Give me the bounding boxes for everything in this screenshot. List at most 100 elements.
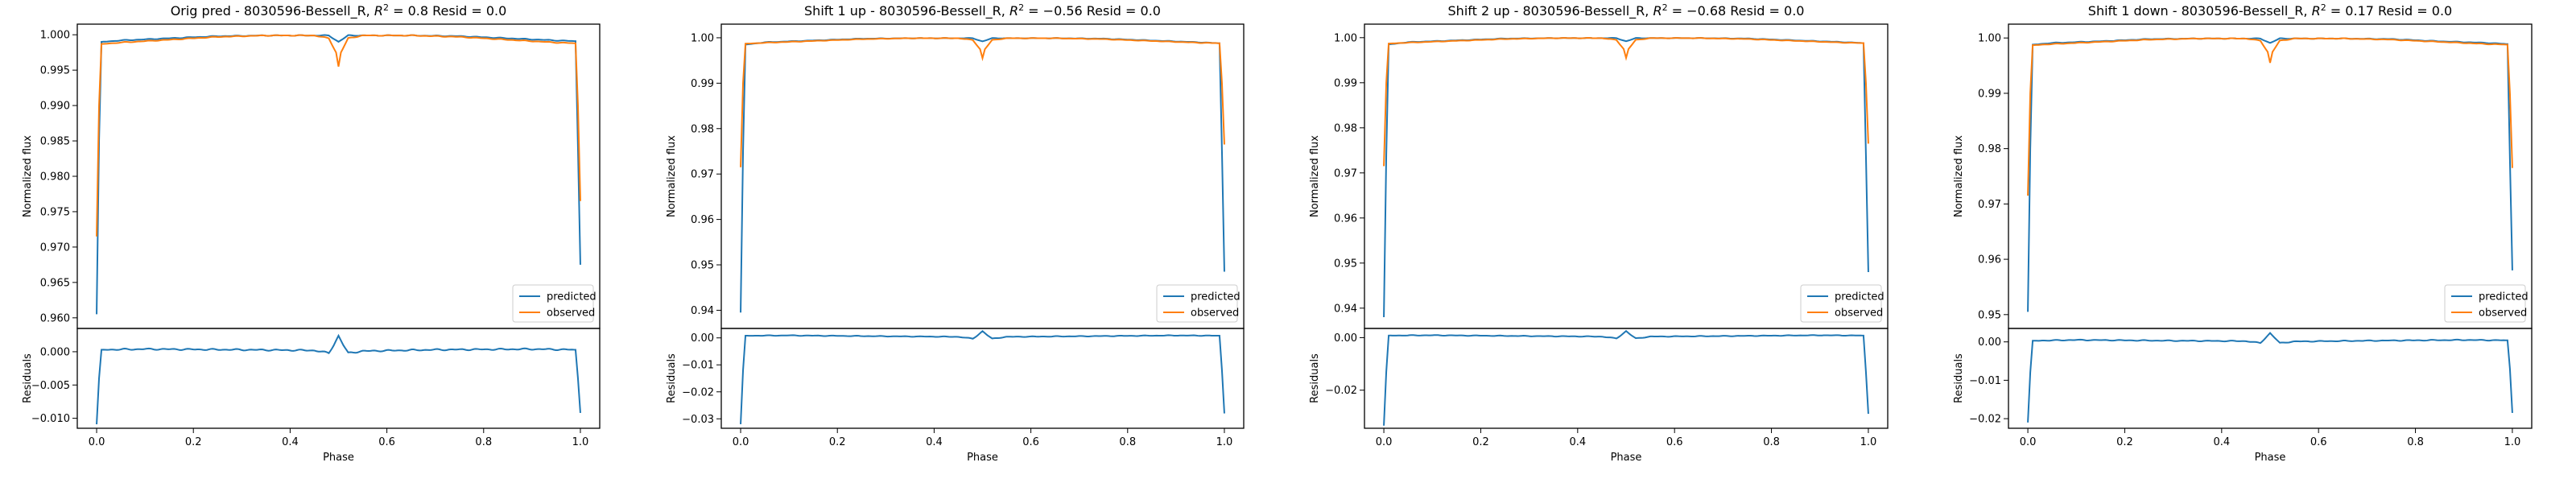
xtick-label: 0.8 [1763, 436, 1780, 448]
bottom-ytick-label: −0.02 [1325, 385, 1357, 397]
series-residuals-line [2027, 332, 2513, 423]
xtick-label: 0.2 [1472, 436, 1489, 448]
top-ytick-label: 0.97 [1334, 167, 1357, 180]
xtick-label: 0.0 [1376, 436, 1393, 448]
series-residuals-line [96, 333, 581, 425]
legend-label-observed: observed [1835, 308, 1883, 320]
top-ytick-label: 0.99 [1334, 77, 1357, 89]
xtick-label: 0.0 [89, 436, 105, 448]
top-ytick-label: 0.95 [1334, 258, 1357, 270]
series-residuals-line [740, 329, 1225, 425]
top-axes-frame [76, 23, 601, 329]
xtick-label: 1.0 [572, 436, 589, 448]
top-ytick-label: 0.980 [40, 171, 70, 184]
bottom-axes-frame [2008, 328, 2533, 429]
legend-label-predicted: predicted [547, 291, 597, 303]
y-axis-label-residuals: Residuals [666, 353, 678, 403]
series-predicted-line [740, 37, 1225, 313]
top-ytick-label: 0.98 [691, 123, 714, 135]
xtick-label: 0.4 [1569, 436, 1586, 448]
legend-label-predicted: predicted [1835, 291, 1885, 303]
bottom-ytick-label: 0.00 [691, 332, 714, 345]
xtick-label: 1.0 [1216, 436, 1233, 448]
chart-title-3: Shift 2 up - 8030596-Bessell_R, R2 = −0.… [1448, 2, 1805, 19]
xtick-label: 0.8 [2407, 436, 2424, 448]
legend-label-predicted: predicted [2479, 291, 2529, 303]
legend-label-observed: observed [547, 308, 595, 320]
top-ytick-label: 0.965 [40, 277, 70, 289]
bottom-axes-frame [1364, 328, 1889, 429]
top-ytick-label: 0.96 [691, 214, 714, 226]
legend-label-predicted: predicted [1191, 291, 1241, 303]
top-ytick-label: 0.985 [40, 136, 70, 148]
bottom-ytick-label: −0.03 [682, 414, 714, 426]
xtick-label: 0.0 [733, 436, 749, 448]
bottom-ytick-label: −0.01 [682, 360, 714, 372]
chart-title-1: Orig pred - 8030596-Bessell_R, R2 = 0.8 … [171, 2, 507, 19]
xtick-label: 0.0 [2020, 436, 2037, 448]
top-ytick-label: 1.00 [691, 32, 714, 44]
xtick-label: 0.2 [185, 436, 202, 448]
legend-label-observed: observed [1191, 308, 1239, 320]
x-axis-label: Phase [967, 452, 998, 464]
series-residuals-line [1383, 329, 1869, 426]
y-axis-label-residuals: Residuals [1309, 353, 1321, 403]
y-axis-label-flux: Normalized flux [22, 135, 34, 217]
top-ytick-label: 0.99 [691, 78, 714, 90]
top-ytick-label: 1.00 [1978, 33, 2001, 45]
bottom-ytick-label: 0.000 [40, 346, 70, 358]
top-ytick-label: 0.98 [1334, 122, 1357, 134]
top-ytick-label: 0.970 [40, 242, 70, 254]
series-predicted-line [2027, 37, 2513, 312]
bottom-axes-frame [76, 328, 601, 429]
top-ytick-label: 0.98 [1978, 143, 2001, 155]
bottom-axes-frame [720, 328, 1245, 429]
xtick-label: 0.2 [829, 436, 846, 448]
xtick-label: 0.2 [2116, 436, 2133, 448]
top-axes-frame [2008, 23, 2533, 329]
y-axis-label-flux: Normalized flux [666, 135, 678, 217]
top-ytick-label: 0.97 [691, 169, 714, 181]
x-axis-label: Phase [1611, 452, 1642, 464]
bottom-ytick-label: 0.00 [1334, 332, 1357, 345]
top-ytick-label: 0.990 [40, 101, 70, 113]
xtick-label: 0.4 [2213, 436, 2230, 448]
xtick-label: 0.6 [1022, 436, 1039, 448]
top-ytick-label: 0.95 [1978, 309, 2001, 321]
y-axis-label-residuals: Residuals [22, 353, 34, 403]
x-axis-label: Phase [2255, 452, 2286, 464]
top-ytick-label: 1.000 [40, 30, 70, 42]
bottom-ytick-label: −0.02 [682, 386, 714, 398]
series-observed-line [740, 37, 1225, 167]
bottom-ytick-label: 0.00 [1978, 336, 2001, 349]
top-ytick-label: 0.960 [40, 312, 70, 324]
y-axis-label-flux: Normalized flux [1953, 135, 1965, 217]
x-axis-label: Phase [323, 452, 354, 464]
top-ytick-label: 0.995 [40, 65, 70, 77]
xtick-label: 0.6 [2310, 436, 2327, 448]
top-ytick-label: 0.96 [1978, 254, 2001, 266]
xtick-label: 0.8 [475, 436, 492, 448]
series-observed-line [2027, 37, 2513, 196]
bottom-ytick-label: −0.010 [31, 413, 70, 425]
y-axis-label-residuals: Residuals [1953, 353, 1965, 403]
top-ytick-label: 0.96 [1334, 213, 1357, 225]
top-ytick-label: 0.94 [691, 305, 714, 317]
series-observed-line [1383, 37, 1869, 167]
series-predicted-line [1383, 37, 1869, 318]
chart-title-4: Shift 1 down - 8030596-Bessell_R, R2 = 0… [2088, 2, 2452, 19]
bottom-ytick-label: −0.005 [31, 380, 70, 392]
series-observed-line [96, 34, 581, 237]
top-axes-frame [720, 23, 1245, 329]
y-axis-label-flux: Normalized flux [1309, 135, 1321, 217]
series-predicted-line [96, 34, 581, 315]
legend-label-observed: observed [2479, 308, 2527, 320]
xtick-label: 0.4 [926, 436, 943, 448]
bottom-ytick-label: −0.01 [1969, 375, 2001, 387]
top-ytick-label: 0.95 [691, 260, 714, 272]
top-ytick-label: 1.00 [1334, 32, 1357, 44]
xtick-label: 0.4 [282, 436, 299, 448]
chart-title-2: Shift 1 up - 8030596-Bessell_R, R2 = −0.… [804, 2, 1161, 19]
top-ytick-label: 0.975 [40, 206, 70, 218]
